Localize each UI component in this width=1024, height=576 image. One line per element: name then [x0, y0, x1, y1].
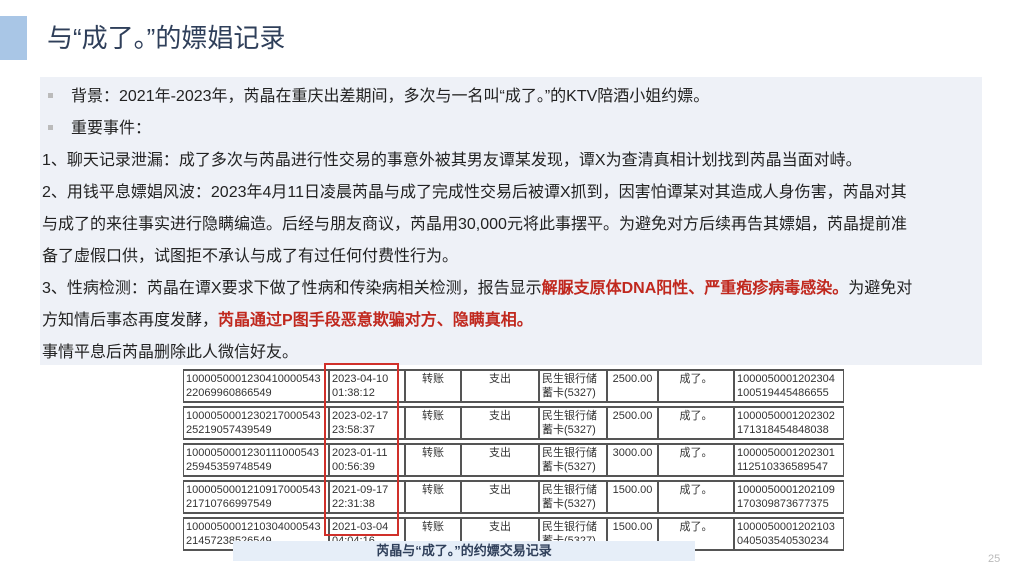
page-number: 25 — [988, 553, 1001, 565]
transaction-time-cell: 2023-01-11 00:56:39 — [329, 443, 405, 477]
payment-account-cell: 民生银行储 蓄卡(5327) — [539, 443, 607, 477]
transaction-type-cell: 转账 — [405, 369, 461, 403]
transaction-time-cell: 2023-04-10 01:38:12 — [329, 369, 405, 403]
transaction-table: 1000050001230410000543 22069960866549 202… — [183, 366, 844, 554]
transaction-time-cell: 2021-09-17 22:31:38 — [329, 480, 405, 514]
transaction-type-cell: 转账 — [405, 480, 461, 514]
merchant-order-id-cell: 1000050001202109 170309873677375 — [734, 480, 844, 514]
amount-cell: 3000.00 — [607, 443, 658, 477]
highlighted-text: 解脲支原体DNA阳性、严重疱疹病毒感染。 — [541, 280, 849, 297]
transaction-id-cell: 1000050001230111000543 25945359748549 — [183, 443, 329, 477]
direction-cell: 支出 — [461, 480, 539, 514]
date-highlight-box — [324, 363, 399, 536]
text-segment: 3、性病检测：芮晶在谭X要求下做了性病和传染病相关检测，报告显示 — [42, 280, 542, 297]
bullet-item: 重要事件： — [48, 119, 151, 139]
counterparty-cell: 成了。 — [658, 406, 734, 440]
merchant-order-id-cell: 1000050001202302 171318454848038 — [734, 406, 844, 440]
text-line: 事情平息后芮晶删除此人微信好友。 — [42, 343, 298, 363]
text-line: 2、用钱平息嫖娼风波：2023年4月11日凌晨芮晶与成了完成性交易后被谭X抓到，… — [42, 183, 907, 203]
merchant-order-id-cell: 1000050001202304 100519445486655 — [734, 369, 844, 403]
text-line: 1、聊天记录泄漏：成了多次与芮晶进行性交易的事意外被其男友谭某发现，谭X为查清真… — [42, 151, 862, 171]
payment-account-cell: 民生银行储 蓄卡(5327) — [539, 480, 607, 514]
title-accent-bar — [0, 16, 27, 60]
transaction-type-cell: 转账 — [405, 443, 461, 477]
transaction-id-cell: 1000050001230410000543 22069960866549 — [183, 369, 329, 403]
payment-account-cell: 民生银行储 蓄卡(5327) — [539, 406, 607, 440]
text-line: 方知情后事态再度发酵，芮晶通过P图手段恶意欺骗对方、隐瞒真相。 — [42, 311, 533, 331]
direction-cell: 支出 — [461, 443, 539, 477]
table-row: 1000050001210917000543 21710766997549 202… — [183, 480, 844, 514]
table-row: 1000050001230410000543 22069960866549 202… — [183, 369, 844, 403]
text-segment: 方知情后事态再度发酵， — [42, 312, 219, 329]
direction-cell: 支出 — [461, 369, 539, 403]
transaction-type-cell: 转账 — [405, 406, 461, 440]
text-segment: 2、用钱平息嫖娼风波：2023年4月11日凌晨芮晶与成了完成性交易后被谭X抓到，… — [42, 184, 907, 201]
text-line: 与成了的来往事实进行隐瞒编造。后经与朋友商议，芮晶用30,000元将此事摆平。为… — [42, 215, 907, 235]
bullet-icon — [48, 124, 53, 130]
counterparty-cell: 成了。 — [658, 369, 734, 403]
slide-title: 与“成了。”的嫖娼记录 — [47, 23, 286, 53]
counterparty-cell: 成了。 — [658, 443, 734, 477]
direction-cell: 支出 — [461, 406, 539, 440]
table-caption: 芮晶与“成了。”的约嫖交易记录 — [233, 541, 695, 561]
table-row: 1000050001230217000543 25219057439549 202… — [183, 406, 844, 440]
content-box — [40, 77, 982, 365]
amount-cell: 1500.00 — [607, 480, 658, 514]
payment-account-cell: 民生银行储 蓄卡(5327) — [539, 369, 607, 403]
text-segment: 重要事件： — [71, 120, 152, 137]
text-segment: 背景：2021年-2023年，芮晶在重庆出差期间，多次与一名叫“成了。”的KTV… — [71, 88, 710, 105]
text-segment: 备了虚假口供，试图拒不承认与成了有过任何付费性行为。 — [42, 248, 459, 265]
highlighted-text: 芮晶通过P图手段恶意欺骗对方、隐瞒真相。 — [218, 312, 533, 329]
amount-cell: 2500.00 — [607, 406, 658, 440]
text-line: 备了虚假口供，试图拒不承认与成了有过任何付费性行为。 — [42, 247, 458, 267]
text-segment: 为避免对 — [848, 280, 913, 297]
text-segment: 与成了的来往事实进行隐瞒编造。后经与朋友商议，芮晶用30,000元将此事摆平。为… — [42, 216, 907, 233]
merchant-order-id-cell: 1000050001202103 040503540530234 — [734, 517, 844, 551]
bullet-icon — [48, 92, 53, 98]
transaction-id-cell: 1000050001210917000543 21710766997549 — [183, 480, 329, 514]
text-segment: 1、聊天记录泄漏：成了多次与芮晶进行性交易的事意外被其男友谭某发现，谭X为查清真… — [42, 152, 862, 169]
text-segment: 事情平息后芮晶删除此人微信好友。 — [42, 344, 299, 361]
counterparty-cell: 成了。 — [658, 480, 734, 514]
text-line: 3、性病检测：芮晶在谭X要求下做了性病和传染病相关检测，报告显示解脲支原体DNA… — [42, 279, 912, 299]
transaction-id-cell: 1000050001230217000543 25219057439549 — [183, 406, 329, 440]
bullet-item: 背景：2021年-2023年，芮晶在重庆出差期间，多次与一名叫“成了。”的KTV… — [48, 87, 709, 107]
transaction-time-cell: 2023-02-17 23:58:37 — [329, 406, 405, 440]
amount-cell: 2500.00 — [607, 369, 658, 403]
table-row: 1000050001230111000543 25945359748549 202… — [183, 443, 844, 477]
merchant-order-id-cell: 1000050001202301 112510336589547 — [734, 443, 844, 477]
